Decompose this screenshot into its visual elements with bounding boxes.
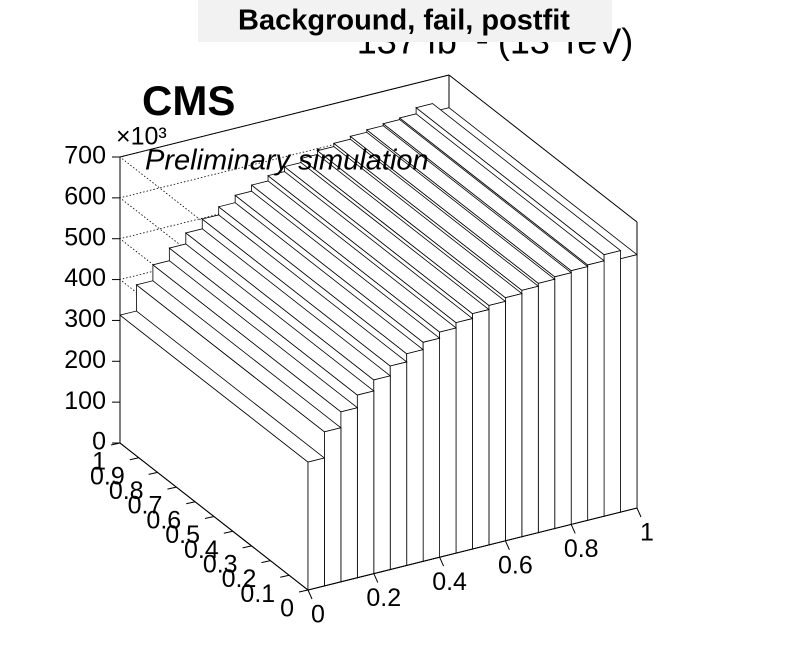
x-tick — [373, 573, 379, 583]
bin-front — [488, 300, 506, 546]
bin-front — [406, 349, 424, 566]
z-tick-label: 700 — [64, 142, 106, 170]
bin-front — [537, 278, 556, 534]
y-tick-label: 0.8 — [109, 477, 144, 505]
z-tick-label: 0 — [92, 428, 106, 456]
y-tick — [242, 545, 252, 549]
bin-front — [439, 327, 457, 558]
bin-front — [603, 250, 621, 517]
x-tick — [570, 524, 576, 534]
y-tick — [167, 486, 177, 490]
y-tick-label: 0.7 — [128, 492, 163, 520]
x-tick-label: 1 — [640, 519, 654, 547]
y-tick-label: 0.4 — [184, 536, 219, 564]
x-tick — [307, 589, 313, 600]
bin-front — [570, 266, 589, 525]
y-tick-label: 0.5 — [165, 521, 200, 549]
bins — [119, 103, 638, 591]
title-box — [198, 0, 612, 42]
x-axis — [307, 507, 638, 591]
x-tick-label: 0.4 — [432, 568, 467, 596]
y-tick-label: 0.6 — [146, 506, 181, 534]
x-tick-label: 0.2 — [366, 584, 401, 612]
z-tick-label: 600 — [64, 182, 106, 210]
bin-front — [554, 272, 572, 530]
y-tick — [298, 589, 309, 593]
bin-front — [504, 293, 523, 542]
y-tick-label: 1 — [92, 448, 106, 476]
x-tick — [504, 540, 510, 551]
y-tick-label: 0.3 — [203, 551, 238, 579]
y-tick — [261, 560, 271, 564]
y-tick — [110, 442, 121, 446]
bin-front — [356, 390, 375, 579]
subtitle: Preliminary simulation — [145, 145, 429, 177]
y-tick-label: 0 — [280, 595, 294, 623]
y-tick — [129, 457, 139, 461]
y-tick-label: 0.2 — [222, 565, 257, 593]
bin-front — [620, 254, 638, 513]
y-tick-label: 0.1 — [240, 580, 275, 608]
bin-front — [373, 375, 391, 575]
bin-front — [340, 407, 358, 583]
z-tick-label: 300 — [64, 305, 106, 333]
bin-front — [521, 285, 539, 538]
bin-front — [472, 309, 490, 550]
bin-front — [389, 361, 408, 571]
z-tick-label: 400 — [64, 264, 106, 292]
bin-front — [307, 457, 325, 591]
y-tick — [186, 501, 196, 505]
z-tick-label: 100 — [64, 387, 106, 415]
z-tick-label: 500 — [64, 223, 106, 251]
experiment-label: CMS — [142, 77, 235, 124]
x-tick-label: 0.8 — [564, 535, 599, 563]
x-tick — [636, 507, 642, 518]
bin-front — [587, 260, 605, 521]
z-tick-label: 200 — [64, 346, 106, 374]
x-tick-label: 0.6 — [498, 551, 533, 579]
frame-edge — [448, 74, 638, 223]
axes: 010020030040050060070000.20.40.60.8100.1… — [64, 142, 654, 629]
z-multiplier: ×10³ — [116, 123, 167, 151]
bin-front — [455, 318, 473, 554]
bin-front — [422, 337, 441, 562]
y-tick — [204, 516, 215, 519]
y-tick-label: 0.9 — [90, 462, 125, 490]
y-tick — [148, 471, 158, 475]
chart-title: Background, fail, postfit — [238, 5, 570, 37]
x-tick-label: 0 — [311, 601, 325, 629]
y-tick — [223, 530, 233, 534]
x-tick — [439, 556, 445, 567]
bin-front — [324, 427, 342, 587]
y-tick — [280, 574, 290, 578]
